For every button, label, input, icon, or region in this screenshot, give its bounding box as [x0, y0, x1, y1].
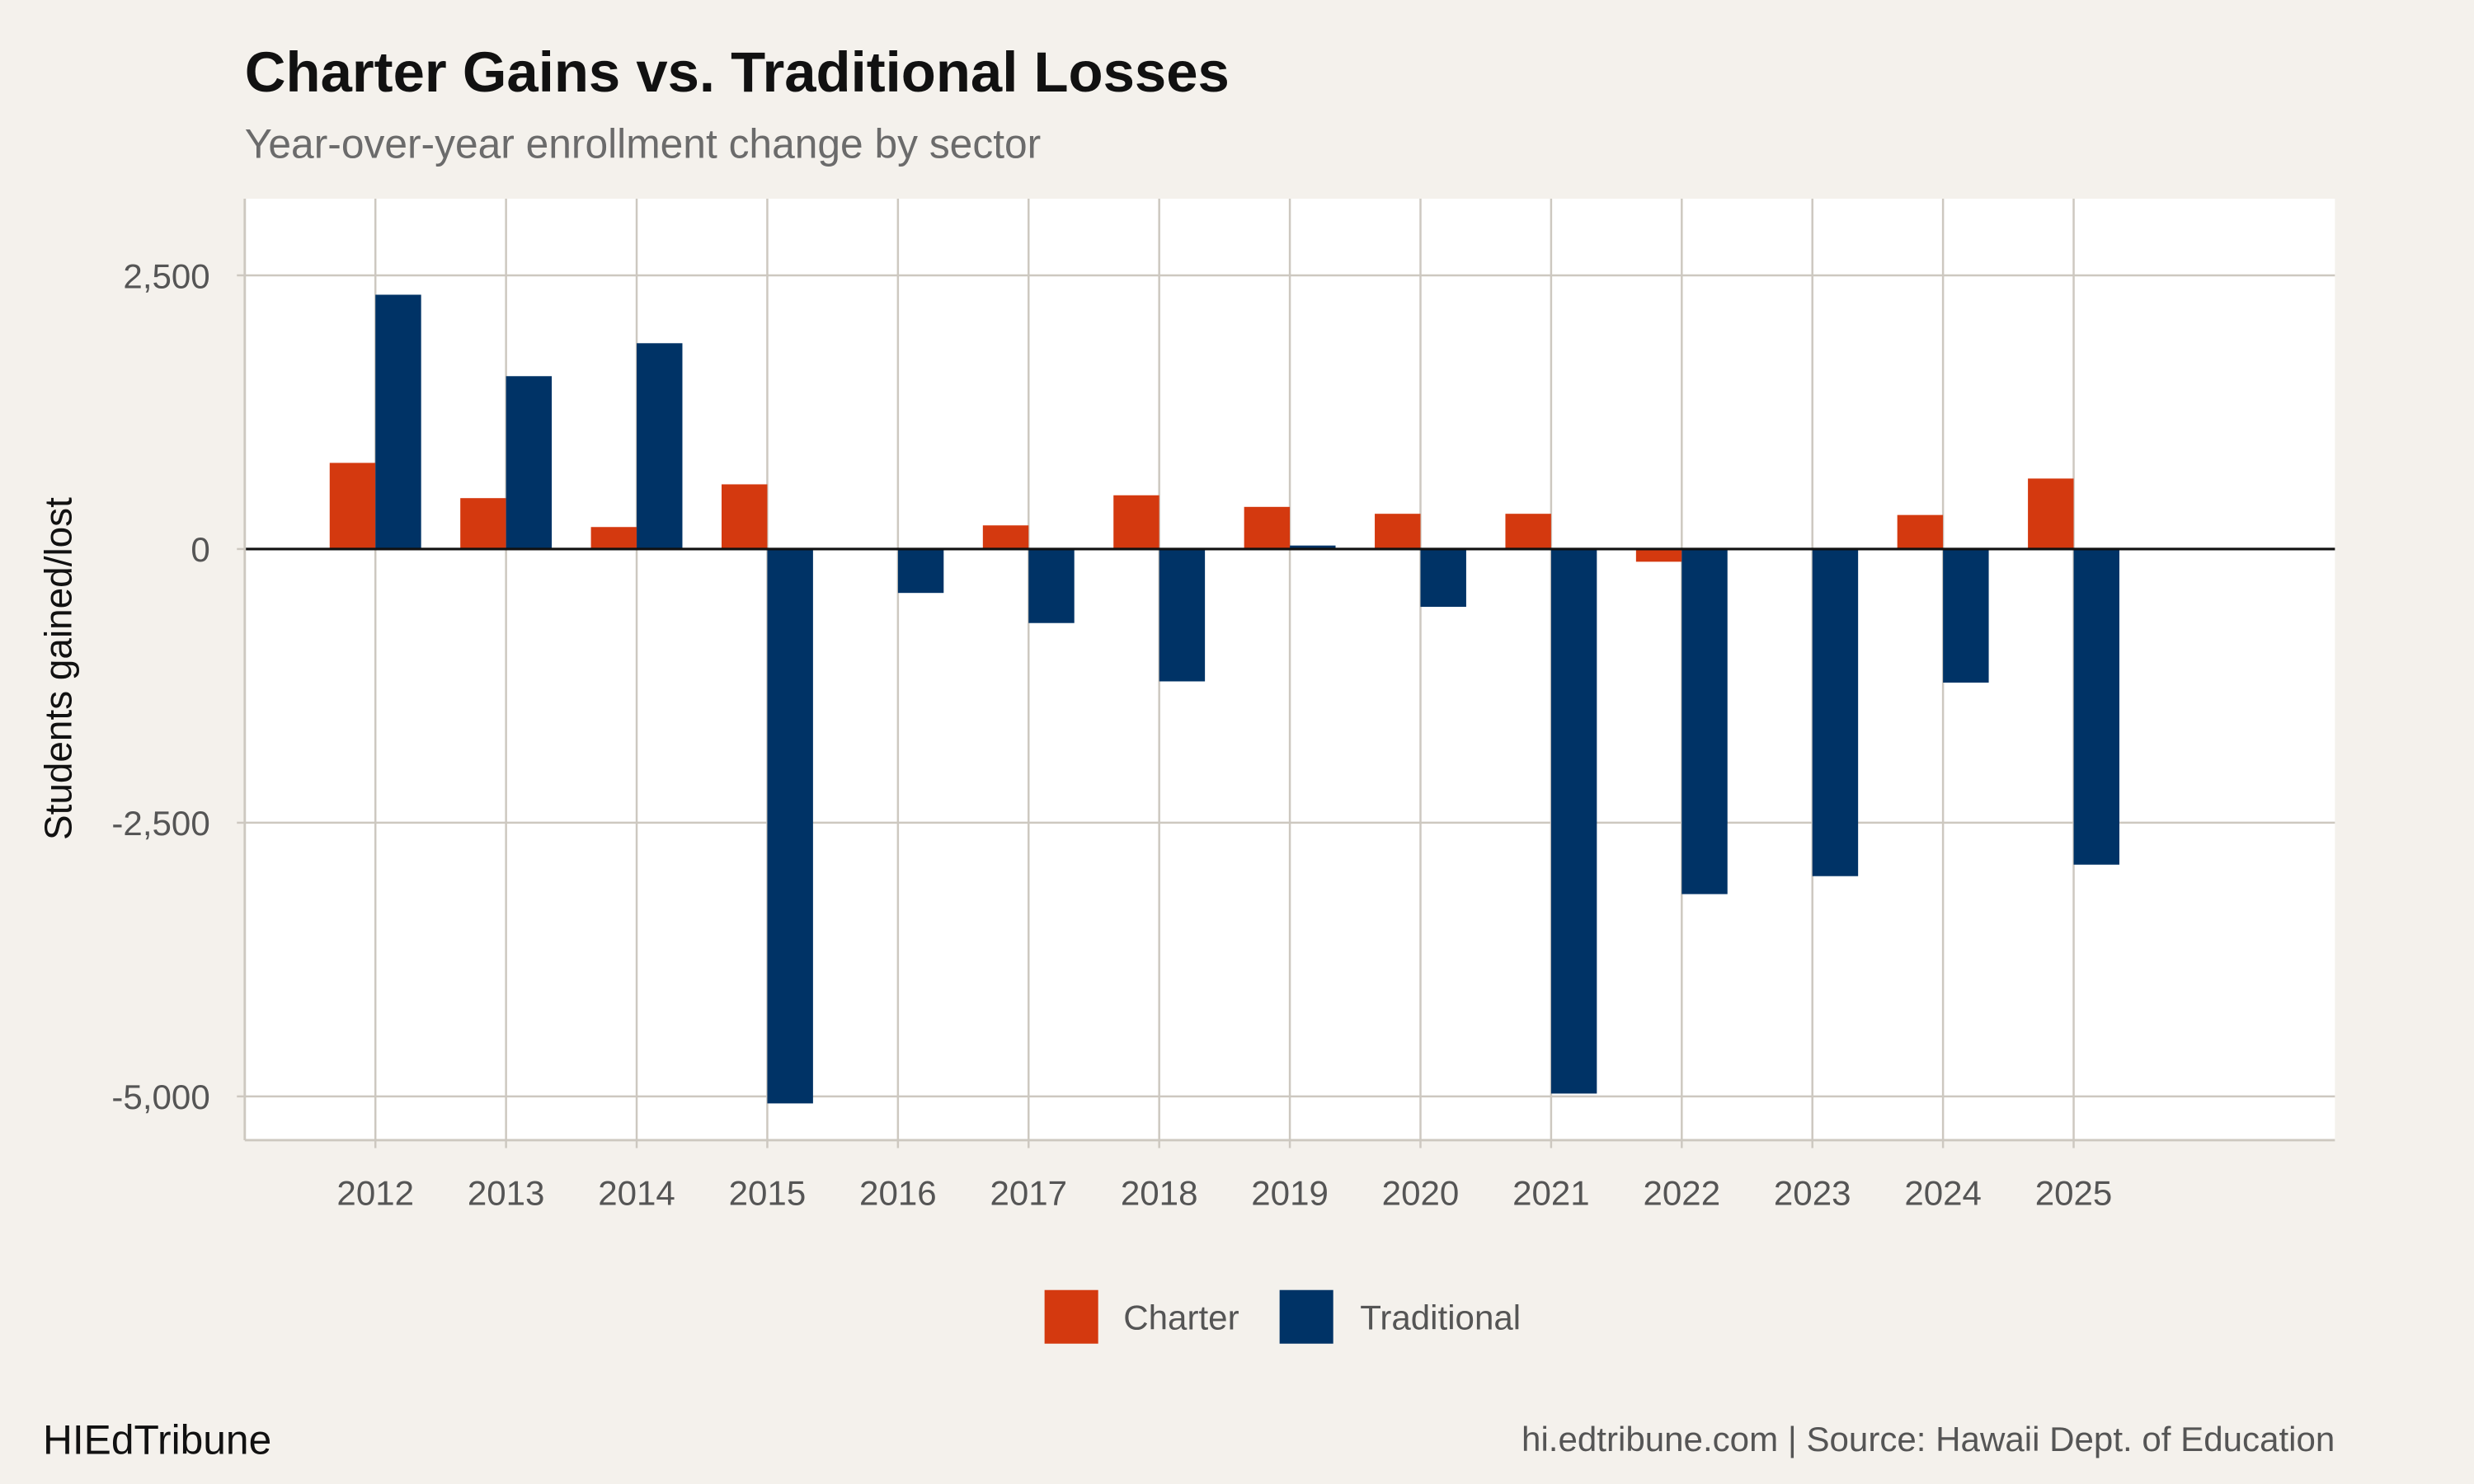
- x-tick-label: 2018: [1121, 1173, 1198, 1212]
- y-axis-title: Students gained/lost: [36, 497, 79, 840]
- bar-traditional-2021: [1550, 548, 1597, 1094]
- gridlines: [237, 199, 2335, 1148]
- x-tick-label: 2021: [1512, 1173, 1590, 1212]
- chart-subtitle: Year-over-year enrollment change by sect…: [245, 120, 1041, 167]
- x-tick-label: 2017: [990, 1173, 1067, 1212]
- x-tick-label: 2022: [1644, 1173, 1721, 1212]
- bar-traditional-2012: [375, 294, 421, 549]
- x-tick-labels: 2012 2013 2014 2015 2016 2017 2018 2019 2020 2021…: [336, 1173, 2112, 1212]
- x-tick-label: 2024: [1904, 1173, 1982, 1212]
- x-tick-label: 2013: [468, 1173, 545, 1212]
- x-tick-label: 2023: [1774, 1173, 1851, 1212]
- x-tick-label: 2019: [1251, 1173, 1329, 1212]
- legend-swatch-charter: [1044, 1289, 1098, 1344]
- y-tick-label: -5,000: [111, 1078, 209, 1116]
- bar-traditional-2013: [506, 376, 553, 549]
- bar-traditional-2014: [637, 343, 683, 549]
- x-tick-label: 2020: [1382, 1173, 1460, 1212]
- bars: [329, 294, 2119, 1104]
- bar-charter-2025: [2028, 478, 2074, 549]
- source-caption: hi.edtribune.com | Source: Hawaii Dept. …: [1522, 1420, 2335, 1458]
- bar-charter-2020: [1375, 514, 1421, 549]
- bar-charter-2024: [1897, 514, 1944, 549]
- bar-charter-2021: [1505, 514, 1551, 549]
- chart-title: Charter Gains vs. Traditional Losses: [245, 40, 1230, 104]
- x-tick-label: 2025: [2035, 1173, 2113, 1212]
- bar-charter-2012: [329, 463, 376, 549]
- bar-traditional-2019: [1290, 545, 1336, 549]
- bar-traditional-2025: [2073, 548, 2119, 865]
- x-tick-label: 2014: [598, 1173, 675, 1212]
- bar-traditional-2020: [1420, 548, 1466, 608]
- legend-label-charter: Charter: [1123, 1298, 1239, 1337]
- bar-charter-2017: [982, 525, 1029, 549]
- bar-traditional-2024: [1943, 548, 1989, 683]
- bar-traditional-2017: [1028, 548, 1075, 623]
- legend-swatch-traditional: [1279, 1289, 1333, 1344]
- bar-traditional-2023: [1812, 548, 1859, 876]
- x-tick-label: 2015: [729, 1173, 807, 1212]
- x-tick-label: 2016: [859, 1173, 937, 1212]
- legend-label-traditional: Traditional: [1360, 1298, 1521, 1337]
- y-tick-label: 0: [190, 530, 209, 569]
- x-tick-label: 2012: [336, 1173, 414, 1212]
- legend: Charter Traditional: [1044, 1289, 1521, 1344]
- bar-charter-2014: [590, 527, 637, 549]
- bar-charter-2018: [1113, 495, 1159, 549]
- y-tick-label: 2,500: [123, 256, 209, 295]
- y-tick-label: -2,500: [111, 804, 209, 843]
- brand-label: HIEdTribune: [43, 1417, 271, 1463]
- bar-traditional-2016: [897, 548, 944, 594]
- bar-traditional-2015: [767, 548, 813, 1104]
- bar-charter-2022: [1635, 548, 1682, 562]
- bar-charter-2019: [1244, 506, 1291, 549]
- bar-charter-2015: [722, 484, 768, 549]
- bar-traditional-2022: [1681, 548, 1728, 895]
- bar-traditional-2018: [1159, 548, 1206, 682]
- y-tick-labels: 2,500 0 -2,500 -5,000: [111, 256, 209, 1116]
- bar-charter-2013: [460, 498, 506, 549]
